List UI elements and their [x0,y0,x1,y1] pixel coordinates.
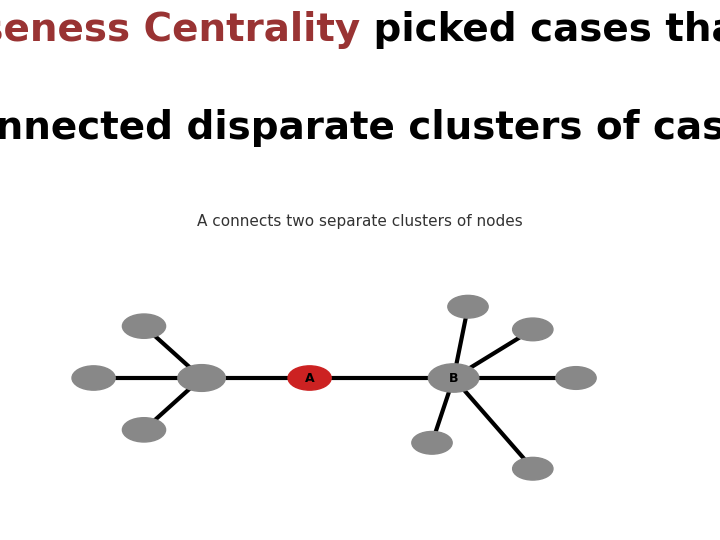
Ellipse shape [556,367,596,389]
Ellipse shape [122,314,166,338]
Ellipse shape [72,366,115,390]
Ellipse shape [513,457,553,480]
Text: Closeness Centrality: Closeness Centrality [0,11,360,49]
Ellipse shape [428,364,479,392]
Text: B: B [449,372,459,384]
Text: A connects two separate clusters of nodes: A connects two separate clusters of node… [197,214,523,229]
Ellipse shape [412,431,452,454]
Ellipse shape [513,318,553,341]
Ellipse shape [288,366,331,390]
Ellipse shape [178,364,225,391]
Ellipse shape [122,418,166,442]
Ellipse shape [448,295,488,318]
Text: A: A [305,372,315,384]
Text: connected disparate clusters of cases: connected disparate clusters of cases [0,109,720,147]
Text: picked cases that: picked cases that [360,11,720,49]
